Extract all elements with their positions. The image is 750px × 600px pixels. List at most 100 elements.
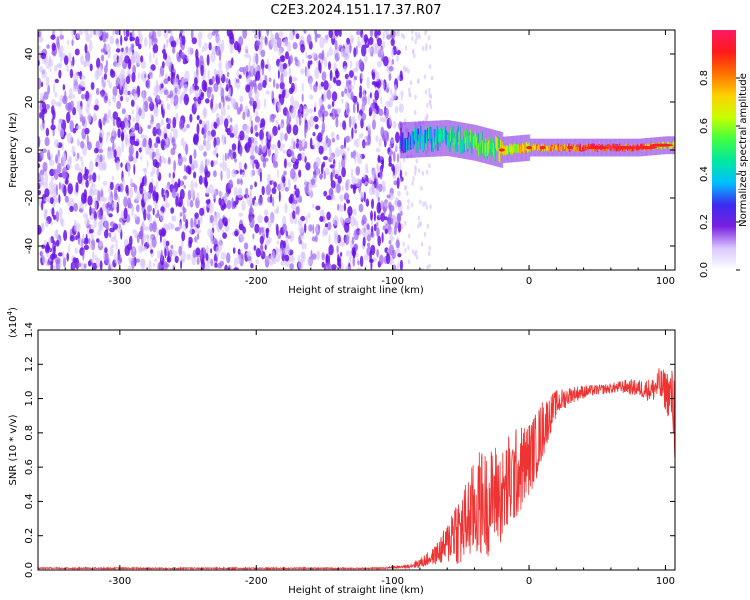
noise-cell xyxy=(237,107,242,115)
noise-cell xyxy=(285,244,291,256)
noise-cell xyxy=(208,42,212,51)
x-tick-label: 0 xyxy=(526,576,532,587)
noise-cell xyxy=(88,175,92,182)
noise-cell xyxy=(143,246,148,251)
signal-cell xyxy=(660,144,663,150)
noise-cell xyxy=(138,124,142,135)
noise-cell xyxy=(126,70,131,75)
noise-cell xyxy=(383,202,387,207)
noise-cell xyxy=(213,137,217,148)
signal-cell xyxy=(656,144,658,150)
noise-cell xyxy=(404,220,407,226)
noise-cell xyxy=(164,248,167,259)
noise-cell xyxy=(74,157,79,162)
snr-y-multiplier-exponent: 4 xyxy=(6,310,14,315)
noise-cell xyxy=(363,173,366,180)
noise-cell xyxy=(280,260,285,267)
noise-cell xyxy=(265,239,270,246)
noise-cell xyxy=(49,181,54,191)
spectrogram-x-label: Height of straight line (km) xyxy=(288,285,424,296)
noise-cell xyxy=(47,149,51,160)
noise-cell xyxy=(260,243,264,250)
noise-cell xyxy=(360,132,364,139)
noise-cell xyxy=(129,177,133,187)
noise-cell xyxy=(59,215,63,226)
noise-cell xyxy=(62,250,65,260)
noise-cell xyxy=(83,244,89,251)
noise-cell xyxy=(401,32,404,38)
noise-cell xyxy=(250,184,253,190)
noise-cell xyxy=(189,199,194,208)
noise-cell xyxy=(78,30,83,36)
noise-cell xyxy=(398,103,404,113)
noise-cell xyxy=(291,76,298,82)
noise-cell xyxy=(430,75,434,81)
noise-cell xyxy=(213,160,218,165)
noise-cell xyxy=(259,227,262,236)
noise-cell xyxy=(176,84,181,96)
noise-cell xyxy=(95,87,100,96)
noise-cell xyxy=(388,239,392,245)
noise-cell xyxy=(228,32,234,40)
noise-cell xyxy=(142,90,145,103)
noise-cell xyxy=(120,132,124,142)
noise-cell xyxy=(369,30,374,38)
signal-cell xyxy=(423,137,425,151)
x-tick-label: -100 xyxy=(381,576,404,587)
noise-cell xyxy=(291,155,297,163)
noise-cell xyxy=(295,33,300,40)
noise-cell xyxy=(282,223,287,233)
noise-cell xyxy=(393,92,397,100)
noise-cell xyxy=(41,244,46,249)
signal-peak xyxy=(649,143,674,147)
noise-cell xyxy=(290,95,295,107)
signal-cell xyxy=(469,134,471,148)
signal-cell xyxy=(572,144,574,150)
noise-cell xyxy=(285,51,289,60)
noise-cell xyxy=(89,63,93,72)
noise-cell xyxy=(375,147,381,153)
noise-cell xyxy=(323,110,329,117)
noise-cell xyxy=(417,32,420,38)
noise-cell xyxy=(403,185,407,191)
noise-cell xyxy=(160,119,164,126)
x-tick-label: -300 xyxy=(108,276,131,287)
noise-cell xyxy=(198,38,202,48)
noise-cell xyxy=(116,100,121,110)
noise-cell xyxy=(307,54,313,60)
noise-cell xyxy=(353,47,357,58)
signal-cell xyxy=(532,145,534,151)
noise-cell xyxy=(318,60,321,72)
noise-cell xyxy=(310,84,313,91)
noise-cell xyxy=(265,227,270,234)
noise-cell xyxy=(59,127,65,138)
noise-cell xyxy=(426,264,429,270)
noise-cell xyxy=(370,231,375,238)
noise-cell xyxy=(281,55,284,61)
snr-y-multiplier-base: (x10 xyxy=(8,315,19,338)
signal-cell xyxy=(465,129,468,143)
noise-cell xyxy=(180,51,185,60)
noise-cell xyxy=(105,59,108,68)
noise-cell xyxy=(107,79,111,84)
noise-cell xyxy=(72,36,75,41)
noise-cell xyxy=(334,169,340,176)
noise-cell xyxy=(239,234,245,242)
noise-cell xyxy=(308,224,313,232)
signal-cell xyxy=(614,143,617,149)
noise-cell xyxy=(63,229,68,242)
noise-cell xyxy=(245,187,249,197)
noise-cell xyxy=(383,216,388,221)
noise-cell xyxy=(207,228,213,237)
noise-cell xyxy=(85,179,89,188)
noise-cell xyxy=(228,218,231,223)
noise-cell xyxy=(90,82,95,90)
noise-cell xyxy=(351,127,354,140)
noise-cell xyxy=(215,45,221,56)
y-tick-label: 0.2 xyxy=(24,528,35,544)
noise-cell xyxy=(95,161,98,167)
noise-cell xyxy=(340,144,345,150)
signal-cell xyxy=(494,148,496,162)
noise-cell xyxy=(319,36,325,49)
noise-cell xyxy=(129,31,133,42)
